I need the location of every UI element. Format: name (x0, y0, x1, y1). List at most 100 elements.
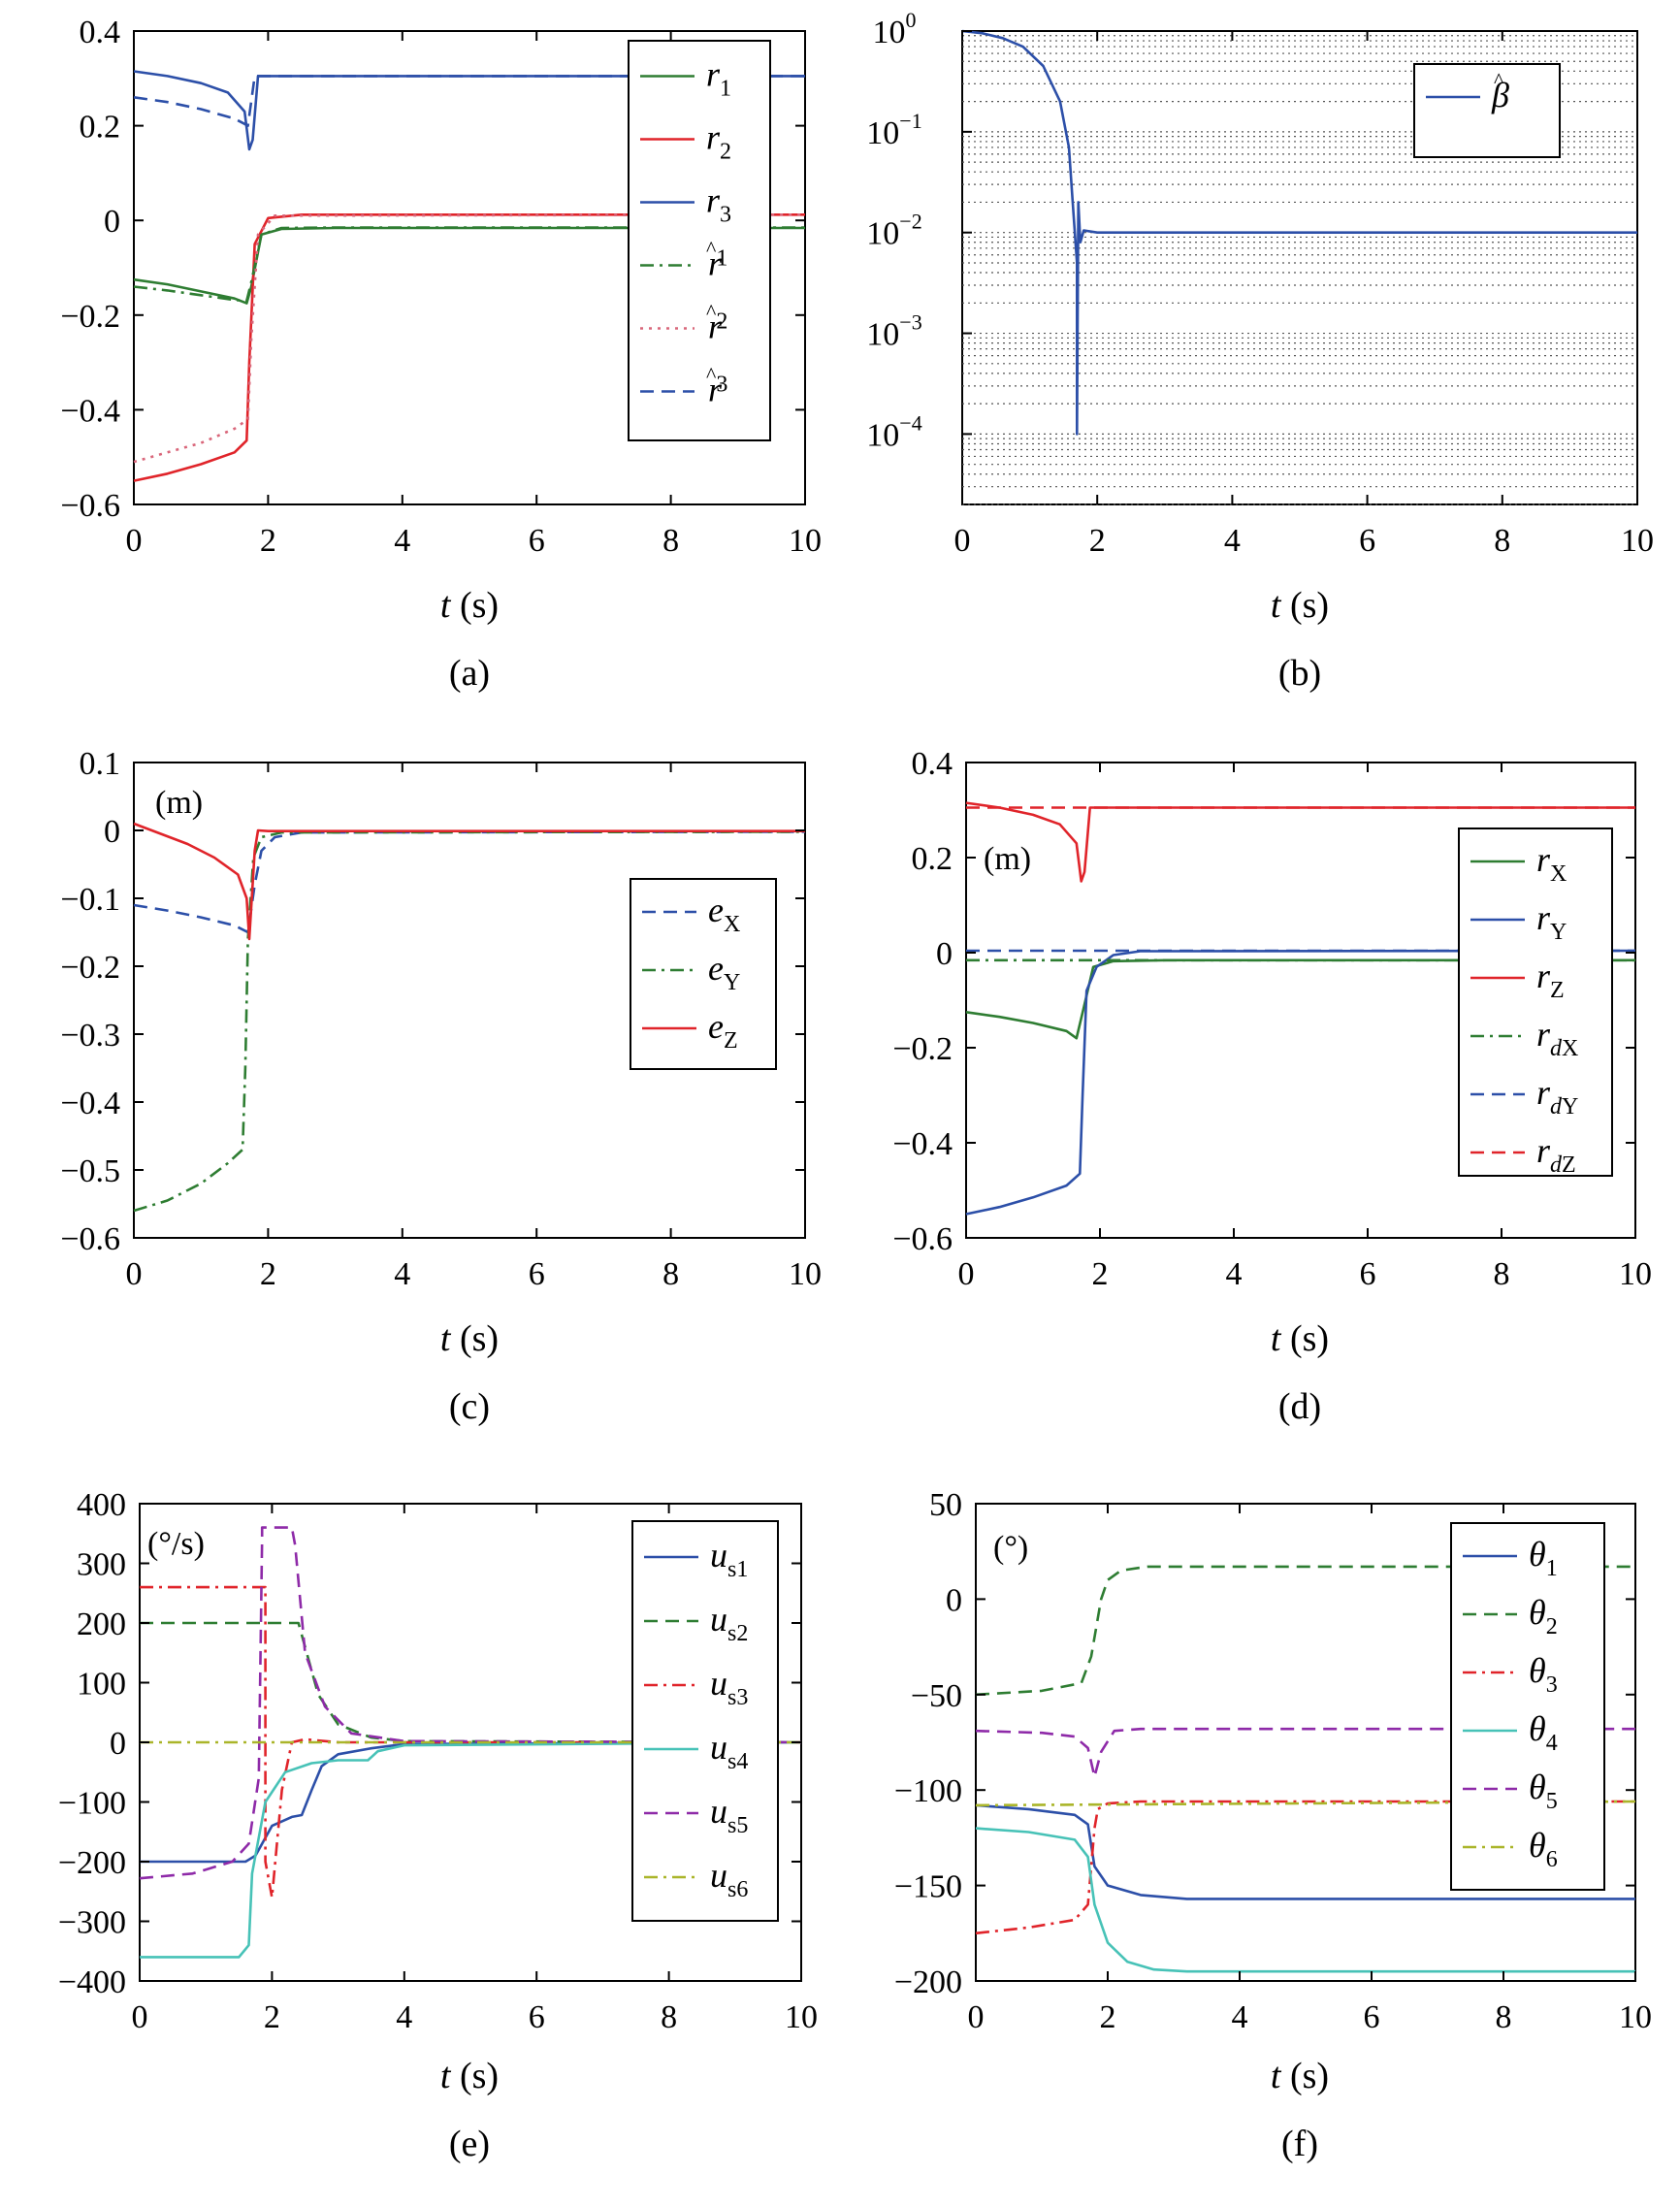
panel-e-ytick-label: −300 (58, 1905, 126, 1941)
panel-a-ytick-label: −0.6 (60, 488, 120, 524)
panel-c-lines (133, 822, 806, 1213)
panel-a-series-6 (133, 75, 805, 127)
panel-c-legend-label: eZ (708, 1007, 738, 1054)
panel-b-ytick-label: 100 (873, 8, 917, 50)
panel-c-ytick-label: −0.3 (60, 1018, 120, 1054)
panel-c-ytick-label: −0.5 (60, 1153, 120, 1189)
panel-a: 0 2 4 6 8 10−0.6−0.4−0.200.20.4 r1r2r3r^1r^2r… (60, 15, 822, 694)
panel-a-legend-label: r^3 (706, 363, 727, 409)
panel-c-xtick-label: 4 (394, 1256, 410, 1292)
panel-b-xtick-label: 2 (1089, 523, 1106, 559)
panel-d-ytick-label: −0.4 (892, 1126, 953, 1162)
panel-a-xtick-label: 10 (789, 523, 822, 559)
panel-d-ytick-label: −0.2 (892, 1031, 953, 1067)
panel-a-caption: (a) (449, 653, 490, 694)
panel-f-xtick-label: 6 (1364, 1999, 1380, 2035)
panel-a-series-4 (133, 226, 805, 303)
panel-a-ytick-label: 0.4 (80, 15, 121, 50)
panel-e-legend: us1 us2 us3 us4 us5 us6 (631, 1520, 779, 1922)
panel-f-ytick-label: −50 (911, 1678, 962, 1714)
panel-f-series-1 (975, 1803, 1635, 1900)
panel-f-xtick-label: 10 (1619, 1999, 1652, 2035)
panel-f-legend-box (1450, 1522, 1605, 1891)
panel-d-xtick-label: 2 (1092, 1256, 1109, 1292)
panel-d-xtick-label: 4 (1226, 1256, 1243, 1292)
panel-e-lines (139, 1526, 802, 1959)
panel-e-xtick-label: 0 (132, 1999, 148, 2035)
panel-d-legend-label: rX (1536, 840, 1567, 887)
panel-b-legend: β^ (1413, 63, 1561, 158)
panel-f-series-2 (975, 1565, 1635, 1697)
panel-e-ytick-label: 300 (77, 1547, 126, 1583)
panel-d: 0 2 4 6 8 10−0.6−0.4−0.200.20.4 rXrYrZrdXrdYr… (892, 746, 1652, 1427)
panel-f-caption: (f) (1281, 2124, 1318, 2164)
panel-d-ytick-label: 0 (936, 936, 953, 972)
panel-b-series-1 (961, 29, 1637, 436)
panel-e-legend-label: us6 (710, 1856, 748, 1902)
panel-e-xtick-label: 8 (661, 1999, 677, 2035)
panel-a-ytick-label: −0.4 (60, 393, 120, 429)
panel-f-series-4 (975, 1827, 1635, 1973)
panel-f-legend-label: θ1 (1529, 1535, 1558, 1581)
panel-f-frame (975, 1503, 1636, 1982)
panel-f-unit-note: (°) (993, 1530, 1028, 1566)
panel-b-xtick-label: 4 (1224, 523, 1241, 559)
panel-a-ytick-label: 0.2 (80, 110, 121, 146)
panel-c-ytick-label: −0.2 (60, 950, 120, 986)
panel-a-legend-label: r2 (706, 118, 731, 165)
panel-f-legend-label: θ2 (1529, 1593, 1558, 1639)
panel-b-legend-label: β^ (1491, 68, 1509, 114)
panel-c-series-2 (133, 830, 806, 1213)
panel-e-ticks: 0 2 4 6 8 10 −400 −300 −200 −100 0 100 200 300 400 (58, 1487, 818, 2035)
panel-a-xtick-label: 8 (662, 523, 679, 559)
panel-d-ytick-label: 0.4 (912, 746, 953, 782)
panel-c-ytick-label: −0.1 (60, 882, 120, 918)
panel-e-series-4 (140, 1740, 802, 1959)
panel-b-xlabel: t (s) (1271, 585, 1329, 626)
panel-d-unit-note: (m) (984, 841, 1031, 877)
panel-a-legend-label: r1 (706, 55, 731, 102)
panel-f-lines (975, 1565, 1636, 1973)
panel-d-xtick-label: 10 (1619, 1256, 1652, 1292)
panel-d-legend-label: rdX (1536, 1015, 1578, 1061)
panel-b-ytick-label: 10−1 (866, 109, 921, 151)
panel-c-xtick-label: 2 (260, 1256, 276, 1292)
panel-e-caption: (e) (449, 2124, 490, 2164)
panel-a-ytick-label: −0.2 (60, 299, 120, 335)
panel-c-xtick-label: 8 (662, 1256, 679, 1292)
panel-f-ticks: 0 2 4 6 8 10 −200 −150 −100 −50 0 50 (894, 1487, 1652, 2035)
panel-f-xtick-label: 4 (1232, 1999, 1248, 2035)
panel-a-legend-label: r^2 (706, 300, 727, 346)
panel-f-legend-label: θ4 (1529, 1709, 1558, 1756)
panel-c-legend-label: eX (708, 891, 740, 937)
panel-d-xtick-label: 8 (1494, 1256, 1510, 1292)
panel-c-xlabel: t (s) (440, 1318, 499, 1359)
panel-d-ytick-label: 0.2 (912, 841, 953, 877)
panel-e-xtick-label: 4 (396, 1999, 412, 2035)
panel-c-xtick-label: 6 (529, 1256, 545, 1292)
panel-d-xtick-label: 0 (958, 1256, 975, 1292)
panel-f: 0 2 4 6 8 10 −200 −150 −100 −50 0 50 θ1 θ2 θ3 θ4 θ5 θ6 (… (894, 1487, 1652, 2164)
panel-c-ytick-label: −0.6 (60, 1221, 120, 1257)
panel-e-unit-note: (°/s) (147, 1526, 205, 1562)
panel-f-legend: θ1 θ2 θ3 θ4 θ5 θ6 (1450, 1522, 1605, 1891)
panel-f-xtick-label: 8 (1496, 1999, 1512, 2035)
panel-f-legend-label: θ6 (1529, 1826, 1558, 1872)
panel-e-ytick-label: 100 (77, 1667, 126, 1703)
panel-b-lines (961, 29, 1637, 436)
panel-a-ticks: 0 2 4 6 8 10 −0.6 −0.4 −0.2 0 0.2 0.4 (60, 15, 822, 559)
panel-f-xtick-label: 2 (1100, 1999, 1116, 2035)
panel-b-ytick-label: 10−2 (866, 210, 921, 252)
panel-d-xlabel: t (s) (1271, 1318, 1329, 1359)
panel-f-series-5 (975, 1727, 1635, 1778)
panel-f-ytick-label: 50 (929, 1487, 962, 1523)
panel-d-legend-label: rY (1536, 898, 1567, 945)
panel-a-legend-box (628, 40, 771, 441)
panel-c-series-1 (133, 830, 806, 934)
panel-b-xtick-label: 10 (1621, 523, 1654, 559)
panel-c-series-3 (133, 822, 805, 941)
panel-e-legend-label: us1 (710, 1536, 748, 1582)
panel-e: 0 2 4 6 8 10 −400 −300 −200 −100 0 100 200 300 400 us1… (58, 1487, 818, 2164)
panel-d-xtick-label: 6 (1360, 1256, 1376, 1292)
panel-a-legend: r1 r2 r3 r^1 r^2 r^3 (628, 40, 771, 441)
